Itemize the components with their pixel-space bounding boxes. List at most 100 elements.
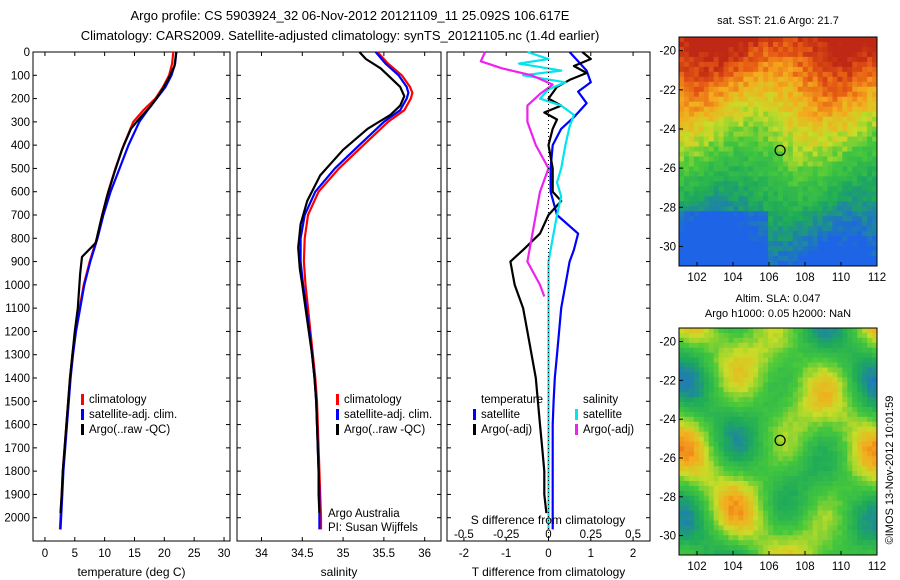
map-cell bbox=[782, 372, 789, 378]
map-cell bbox=[797, 181, 804, 187]
map-cell bbox=[698, 261, 705, 267]
map-cell bbox=[708, 146, 715, 152]
map-cell bbox=[773, 337, 779, 344]
map-cell bbox=[852, 456, 858, 462]
map-cell bbox=[738, 377, 744, 383]
map-cell bbox=[827, 216, 833, 222]
map-cell bbox=[743, 421, 749, 428]
map-cell bbox=[723, 451, 729, 457]
map-cell bbox=[688, 106, 695, 113]
map-cell bbox=[768, 196, 774, 202]
map-cell bbox=[748, 550, 754, 556]
map-cell bbox=[718, 121, 724, 128]
map-cell bbox=[688, 471, 695, 477]
map-cell bbox=[822, 246, 828, 252]
map-cell bbox=[753, 146, 759, 152]
map-cell bbox=[802, 446, 809, 452]
map-cell bbox=[782, 141, 789, 147]
map-cell bbox=[792, 116, 799, 123]
map-cell bbox=[832, 51, 838, 58]
map-cell bbox=[679, 196, 685, 202]
map-cell bbox=[693, 372, 700, 378]
map-cell bbox=[807, 387, 814, 393]
map-cell bbox=[867, 41, 873, 48]
map-cell bbox=[753, 61, 759, 68]
map-cell bbox=[872, 357, 878, 363]
map-cell bbox=[703, 525, 710, 531]
map-cell bbox=[679, 156, 685, 162]
map-cell bbox=[738, 106, 744, 113]
map-cell bbox=[738, 485, 744, 492]
map-cell bbox=[743, 236, 749, 242]
map-cell bbox=[867, 480, 873, 487]
map-cell bbox=[679, 131, 685, 137]
map-cell bbox=[797, 51, 804, 58]
map-cell bbox=[768, 256, 774, 262]
map-cell bbox=[792, 211, 799, 217]
map-cell bbox=[797, 441, 804, 447]
map-cell bbox=[688, 91, 695, 98]
map-cell bbox=[753, 530, 759, 536]
map-cell bbox=[753, 51, 759, 58]
map-cell bbox=[807, 535, 814, 541]
map-cell bbox=[748, 367, 754, 373]
map-cell bbox=[698, 37, 705, 43]
map-cell bbox=[842, 161, 848, 167]
map-cell bbox=[867, 332, 873, 339]
map-cell bbox=[763, 456, 769, 462]
map-cell bbox=[862, 426, 868, 433]
map-cell bbox=[733, 421, 739, 428]
map-cell bbox=[698, 51, 705, 58]
map-cell bbox=[728, 251, 734, 257]
map-cell bbox=[827, 342, 833, 349]
map-cell bbox=[748, 226, 754, 232]
map-cell bbox=[728, 328, 734, 334]
map-cell bbox=[827, 372, 833, 378]
map-cell bbox=[693, 216, 700, 222]
sst-map-panel: 102 104 106 108 110 112-20-22-24-26-28-30sat.… bbox=[659, 15, 886, 284]
map-cell bbox=[743, 495, 749, 502]
map-cell bbox=[827, 146, 833, 152]
map-cell bbox=[683, 186, 690, 192]
map-cell bbox=[683, 211, 690, 217]
map-cell bbox=[797, 421, 804, 428]
map-cell bbox=[698, 545, 705, 551]
map-cell bbox=[748, 332, 754, 339]
map-cell bbox=[817, 362, 823, 368]
map-cell bbox=[773, 91, 779, 98]
map-cell bbox=[837, 332, 843, 339]
map-cell bbox=[698, 121, 705, 128]
map-cell bbox=[773, 471, 779, 477]
map-cell bbox=[837, 456, 843, 462]
map-cell bbox=[708, 461, 715, 467]
map-cell bbox=[763, 256, 769, 262]
map-cell bbox=[753, 86, 759, 93]
map-cell bbox=[778, 206, 784, 212]
map-cell bbox=[723, 372, 729, 378]
map-cell bbox=[703, 46, 710, 53]
map-cell bbox=[837, 342, 843, 349]
map-cell bbox=[773, 520, 779, 526]
map-cell bbox=[812, 111, 818, 118]
map-cell bbox=[817, 41, 823, 48]
map-cell bbox=[792, 431, 799, 437]
map-cell bbox=[748, 37, 754, 43]
map-cell bbox=[758, 91, 764, 98]
map-cell bbox=[867, 176, 873, 182]
map-cell bbox=[723, 406, 729, 413]
map-cell bbox=[733, 181, 739, 187]
map-cell bbox=[738, 256, 744, 262]
map-cell bbox=[698, 426, 705, 433]
map-cell bbox=[852, 56, 858, 63]
map-cell bbox=[693, 171, 700, 177]
legend-swatch bbox=[336, 424, 339, 435]
map-cell bbox=[693, 141, 700, 147]
map-cell bbox=[832, 387, 838, 393]
map-cell bbox=[817, 480, 823, 487]
map-cell bbox=[748, 402, 754, 408]
map-cell bbox=[713, 216, 719, 222]
map-cell bbox=[782, 151, 789, 157]
map-cell bbox=[782, 91, 789, 98]
map-cell bbox=[688, 411, 695, 418]
map-cell bbox=[723, 216, 729, 222]
